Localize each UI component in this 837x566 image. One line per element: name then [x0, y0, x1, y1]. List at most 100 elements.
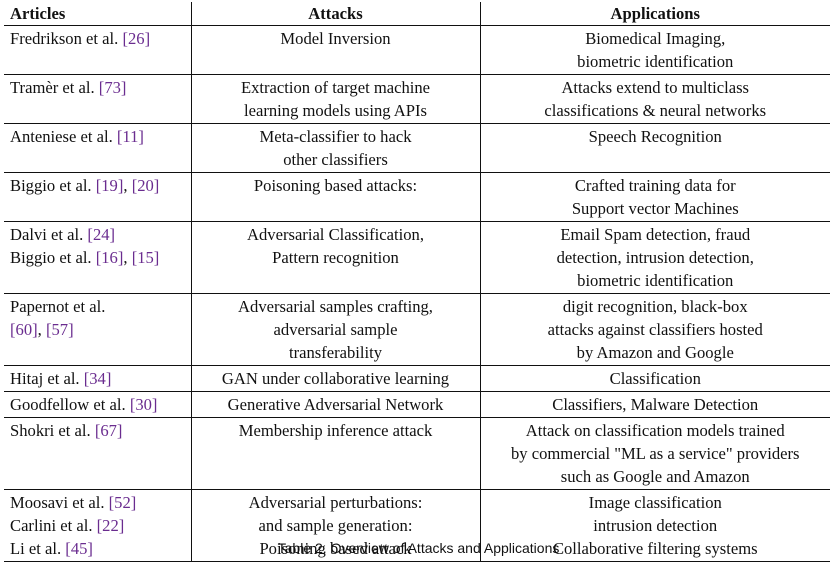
article-line: Hitaj et al. [34] [10, 367, 185, 390]
cell-articles: Hitaj et al. [34] [4, 365, 191, 392]
table-row: Hitaj et al. [34] GAN under collaborative… [4, 365, 830, 392]
author-text: Anteniese et al. [10, 127, 117, 146]
citation-link[interactable]: [73] [98, 78, 127, 97]
cell-applications: Classification [479, 365, 830, 392]
citation-link[interactable]: [19] [95, 176, 124, 195]
application-line: Email Spam detection, fraud [560, 225, 751, 244]
table-row: Tramèr et al. [73] Extraction of target m… [4, 74, 830, 124]
application-line: biometric identification [577, 52, 734, 71]
citation-link[interactable]: [15] [131, 248, 160, 267]
citation-link[interactable]: [16] [95, 248, 124, 267]
attack-line: Membership inference attack [238, 421, 433, 440]
application-line: Image classification [588, 493, 722, 512]
article-line: [60], [57] [10, 318, 185, 341]
author-text: Fredrikson et al. [10, 29, 123, 48]
table-header-row: Articles Attacks Applications [4, 2, 830, 26]
author-text: Hitaj et al. [10, 369, 84, 388]
author-text: Li et al. [10, 539, 66, 558]
cell-attacks: GAN under collaborative learning [190, 365, 480, 392]
cell-articles: Tramèr et al. [73] [4, 74, 191, 124]
citation-link[interactable]: [45] [65, 539, 93, 558]
author-text: Shokri et al. [10, 421, 95, 440]
cell-applications: Crafted training data for Support vector … [479, 172, 830, 222]
article-line: Tramèr et al. [73] [10, 76, 185, 99]
application-line: Support vector Machines [571, 199, 739, 218]
application-line: by Amazon and Google [576, 343, 734, 362]
application-line: classifications & neural networks [544, 101, 767, 120]
cell-applications: Email Spam detection, fraud detection, in… [479, 221, 830, 294]
cell-articles: Shokri et al. [67] [4, 417, 191, 490]
attack-line: Meta-classifier to hack [259, 127, 412, 146]
citation-link[interactable]: [67] [94, 421, 123, 440]
attack-line: Pattern recognition [272, 248, 399, 267]
citation-link[interactable]: [34] [83, 369, 112, 388]
cell-attacks: Adversarial perturbations: and sample gen… [190, 489, 480, 562]
cell-attacks: Adversarial samples crafting, adversarial… [190, 293, 480, 366]
cell-attacks: Meta-classifier to hack other classifiers [190, 123, 480, 173]
author-text: Carlini et al. [10, 516, 97, 535]
cell-applications: Biomedical Imaging, biometric identificat… [479, 25, 830, 75]
author-text: , [123, 248, 132, 267]
article-line: Biggio et al. [19], [20] [10, 174, 185, 197]
article-line: Shokri et al. [67] [10, 419, 185, 442]
cell-articles: Fredrikson et al. [26] [4, 25, 191, 75]
attack-line: Model Inversion [280, 29, 391, 48]
cell-articles: Dalvi et al. [24] Biggio et al. [16], [15… [4, 221, 191, 294]
application-line: Collaborative filtering systems [552, 539, 758, 558]
citation-link[interactable]: [60] [10, 320, 38, 339]
article-line: Carlini et al. [22] [10, 514, 185, 537]
table-row: Anteniese et al. [11] Meta-classifier to … [4, 123, 830, 173]
attack-line: adversarial sample [273, 320, 398, 339]
citation-link[interactable]: [26] [122, 29, 151, 48]
application-line: by commercial "ML as a service" provider… [511, 444, 800, 463]
cell-articles: Goodfellow et al. [30] [4, 391, 191, 418]
table-row: Moosavi et al. [52] Carlini et al. [22] Li… [4, 489, 830, 562]
attack-line: other classifiers [283, 150, 388, 169]
article-line: Fredrikson et al. [26] [10, 27, 185, 50]
table-row: Fredrikson et al. [26] Model Inversion Bio… [4, 25, 830, 75]
table-row: Goodfellow et al. [30] Generative Adversa… [4, 391, 830, 418]
citation-link[interactable]: [30] [129, 395, 158, 414]
table-body: Fredrikson et al. [26] Model Inversion Bio… [4, 25, 830, 562]
citation-link[interactable]: [22] [96, 516, 125, 535]
citation-link[interactable]: [24] [87, 225, 116, 244]
cell-applications: digit recognition, black-box attacks agai… [479, 293, 830, 366]
application-line: attacks against classifiers hosted [547, 320, 763, 339]
application-line: Crafted training data for [574, 176, 736, 195]
attack-line: Poisoning based attack [259, 539, 412, 558]
cell-applications: Speech Recognition [479, 123, 830, 173]
author-text: Moosavi et al. [10, 493, 109, 512]
article-line: Moosavi et al. [52] [10, 491, 185, 514]
application-line: Biomedical Imaging, [585, 29, 726, 48]
attack-line: Adversarial Classification, [247, 225, 424, 244]
cell-attacks: Model Inversion [190, 25, 480, 75]
citation-link[interactable]: [57] [45, 320, 74, 339]
attack-line: and sample generation: [258, 516, 413, 535]
citation-link[interactable]: [52] [108, 493, 137, 512]
attack-line: learning models using APIs [244, 101, 427, 120]
cell-articles: Moosavi et al. [52] Carlini et al. [22] Li… [4, 489, 191, 562]
citation-link[interactable]: [11] [116, 127, 144, 146]
article-line: Biggio et al. [16], [15] [10, 246, 185, 269]
table-row: Papernot et al. [60], [57] Adversarial sam… [4, 293, 830, 366]
article-line: Dalvi et al. [24] [10, 223, 185, 246]
table-row: Dalvi et al. [24] Biggio et al. [16], [15… [4, 221, 830, 294]
application-line: Attack on classification models trained [525, 421, 785, 440]
article-line: Papernot et al. [10, 295, 185, 318]
application-line: Classifiers, Malware Detection [552, 395, 759, 414]
author-text: Dalvi et al. [10, 225, 88, 244]
table-row: Biggio et al. [19], [20] Poisoning based … [4, 172, 830, 222]
application-line: Attacks extend to multiclass [561, 78, 750, 97]
cell-attacks: Membership inference attack [190, 417, 480, 490]
article-line: Goodfellow et al. [30] [10, 393, 185, 416]
author-text: Papernot et al. [10, 297, 106, 316]
cell-attacks: Adversarial Classification, Pattern recog… [190, 221, 480, 294]
author-text: Tramèr et al. [10, 78, 99, 97]
header-articles: Articles [4, 2, 191, 26]
author-text: Goodfellow et al. [10, 395, 130, 414]
attack-line: GAN under collaborative learning [221, 369, 450, 388]
cell-attacks: Poisoning based attacks: [190, 172, 480, 222]
citation-link[interactable]: [20] [131, 176, 160, 195]
cell-applications: Classifiers, Malware Detection [479, 391, 830, 418]
attack-line: Extraction of target machine [240, 78, 431, 97]
